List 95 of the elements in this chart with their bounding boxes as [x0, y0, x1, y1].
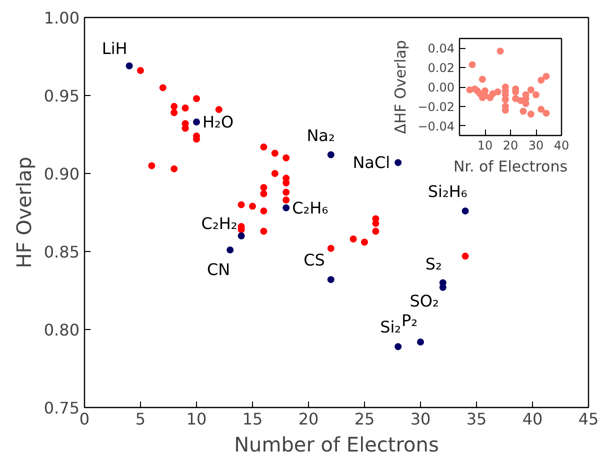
annotation: C₂H₆ [292, 198, 328, 218]
annotation: NaCl [352, 153, 390, 172]
x-tick-label: 10 [477, 138, 493, 152]
y-tick-label: −0.04 [418, 119, 455, 134]
x-tick-label: 30 [410, 410, 431, 428]
point [260, 190, 268, 198]
point [496, 48, 504, 55]
point [193, 118, 200, 126]
point [238, 201, 245, 208]
point [238, 232, 245, 240]
y-tick-label: −0.02 [418, 100, 455, 114]
y-tick-label: 0.95 [44, 86, 80, 106]
annotation: Si₂ [380, 318, 402, 337]
point [527, 86, 534, 94]
x-axis-title: Nr. of Electrons [453, 158, 568, 176]
x-tick-label: 20 [502, 138, 518, 152]
point [170, 109, 178, 116]
annotation: SO₂ [410, 291, 439, 310]
x-tick-label: 15 [242, 410, 263, 428]
point [282, 204, 290, 212]
point [394, 343, 402, 350]
point [439, 284, 446, 291]
point [502, 96, 509, 104]
point [282, 196, 290, 204]
annotation: H₂O [202, 112, 234, 132]
point [462, 252, 469, 260]
annotation: C₂H₂ [201, 214, 238, 233]
point [260, 184, 268, 192]
y-tick-label: 0.75 [44, 398, 80, 418]
annotation: CN [206, 260, 230, 279]
y-tick-label: 0.90 [44, 164, 80, 184]
point [538, 106, 545, 113]
y-axis-title: ΔHF Overlap [392, 40, 410, 134]
point [282, 188, 290, 196]
point [271, 170, 278, 177]
point [327, 151, 334, 158]
point [148, 162, 156, 170]
annotation: CS [304, 250, 325, 270]
point [260, 143, 268, 150]
x-tick-label: 40 [554, 138, 570, 152]
point [520, 108, 527, 115]
point [170, 102, 178, 110]
y-tick-label: 0.04 [428, 42, 454, 56]
point [271, 150, 278, 157]
point [126, 62, 133, 70]
point [260, 228, 268, 235]
annotation: Na₂ [306, 126, 335, 145]
point [361, 238, 368, 246]
y-tick-label: 0.02 [428, 61, 454, 76]
point [350, 236, 357, 243]
point [137, 67, 144, 74]
point [159, 84, 166, 92]
x-tick-label: 20 [298, 410, 319, 428]
x-tick-label: 25 [354, 410, 375, 428]
annotation: P₂ [401, 310, 418, 330]
x-tick-label: 45 [578, 410, 599, 428]
point [542, 72, 550, 80]
annotation: LiH [102, 38, 128, 58]
point [394, 159, 402, 166]
point [193, 95, 200, 102]
point [542, 110, 550, 117]
x-tick-label: 5 [135, 410, 146, 428]
point [532, 91, 540, 98]
point [327, 244, 334, 252]
point [282, 154, 290, 162]
point [282, 179, 290, 186]
point [462, 207, 469, 214]
x-tick-label: 40 [522, 410, 543, 428]
x-tick-label: 35 [466, 410, 487, 428]
point [527, 110, 534, 118]
point [226, 246, 234, 254]
point [417, 338, 424, 346]
point [494, 88, 502, 96]
x-tick-label: 0 [79, 410, 90, 428]
y-tick-label: 1.00 [44, 8, 80, 28]
point [249, 202, 256, 210]
x-tick-label: 30 [528, 138, 544, 152]
annotation: Si₂H₆ [428, 182, 468, 201]
point [478, 76, 486, 83]
y-tick-label: 0.80 [44, 320, 80, 340]
x-axis-title: Number of Electrons [234, 432, 439, 456]
y-tick-label: 0.00 [428, 80, 454, 94]
point [468, 61, 476, 68]
x-tick-label: 10 [186, 410, 207, 428]
point [182, 124, 189, 132]
annotation: S₂ [425, 254, 442, 274]
point [372, 228, 380, 235]
y-tick-label: 0.85 [44, 242, 80, 262]
point [215, 106, 222, 114]
point [260, 207, 268, 214]
point [170, 165, 178, 172]
point [538, 76, 545, 84]
y-axis-title: HF Overlap [12, 156, 36, 268]
point [182, 104, 189, 112]
point [327, 276, 334, 284]
